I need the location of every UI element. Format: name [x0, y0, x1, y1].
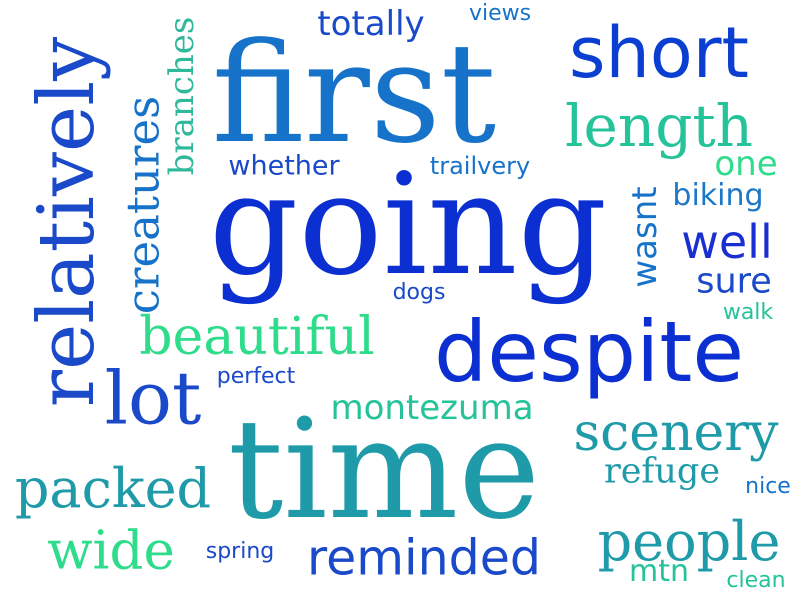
word-reminded: reminded [307, 529, 541, 587]
word-first: first [211, 13, 497, 174]
word-clean: clean [726, 568, 786, 593]
word-perfect: perfect [216, 364, 296, 389]
word-short: short [569, 12, 749, 94]
word-time: time [227, 389, 541, 550]
word-wasnt: wasnt [625, 186, 665, 288]
word-length: length [564, 92, 754, 160]
word-despite: despite [433, 303, 745, 401]
word-beautiful: beautiful [139, 307, 375, 367]
word-spring: spring [205, 539, 275, 564]
word-montezuma: montezuma [330, 388, 534, 428]
word-mtn: mtn [629, 554, 689, 589]
word-branches: branches [162, 16, 202, 176]
word-whether: whether [228, 150, 340, 182]
word-refuge: refuge [603, 451, 721, 492]
word-totally: totally [317, 4, 425, 44]
word-sure: sure [696, 261, 772, 302]
word-walk: walk [722, 300, 774, 325]
word-lot: lot [104, 356, 202, 442]
word-wide: wide [47, 520, 175, 582]
word-creatures: creatures [116, 95, 170, 315]
word-people: people [597, 510, 781, 573]
word-views: views [468, 1, 532, 26]
word-one: one [714, 144, 778, 184]
word-dogs: dogs [392, 280, 446, 305]
word-trailvery: trailvery [429, 152, 531, 180]
word-relatively: relatively [22, 36, 112, 408]
word-well: well [681, 215, 773, 269]
word-going: going [208, 144, 608, 307]
word-nice: nice [745, 474, 791, 499]
word-biking: biking [672, 178, 764, 213]
word-packed: packed [14, 457, 212, 520]
word-scenery: scenery [573, 403, 779, 463]
